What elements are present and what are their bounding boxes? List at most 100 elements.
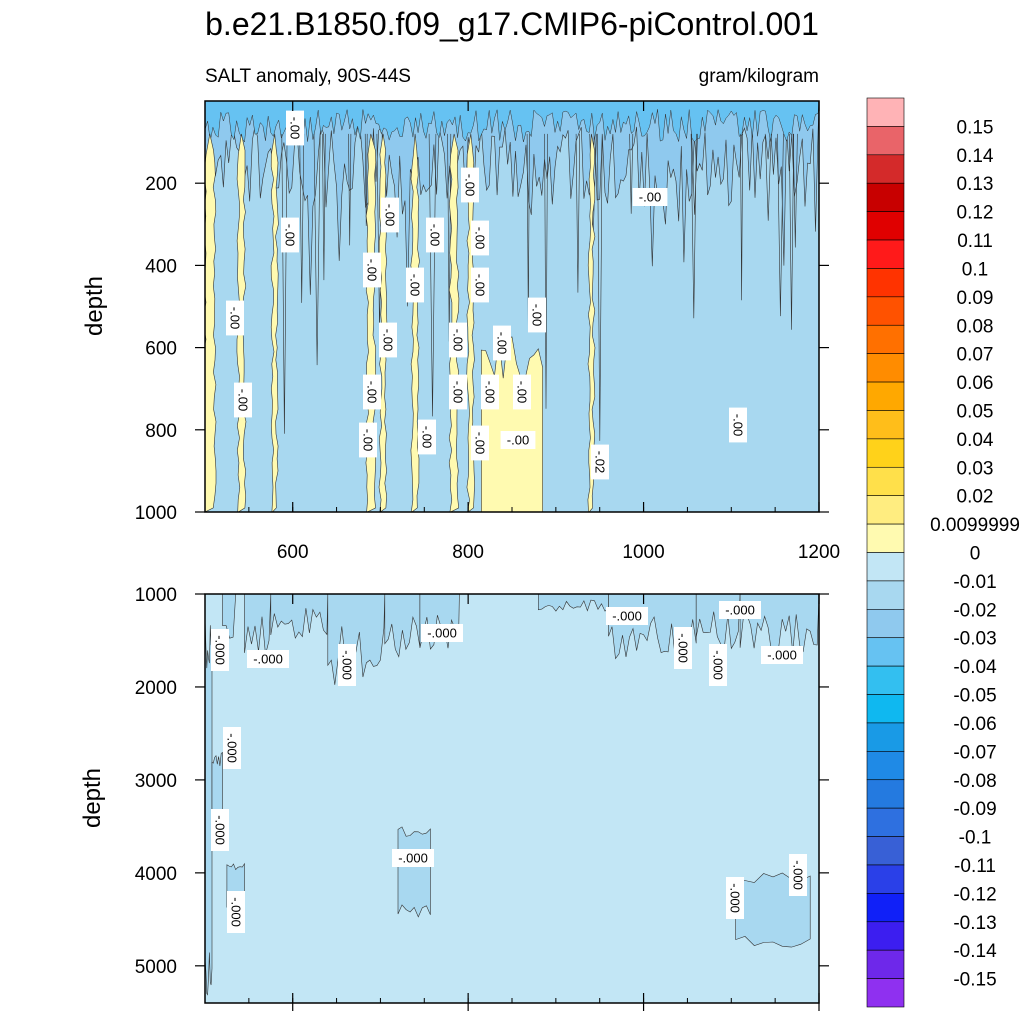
upper-contour-spike bbox=[629, 133, 634, 214]
upper-contour-label-text: -.00 bbox=[473, 227, 488, 249]
colorbar-label: 0.13 bbox=[957, 174, 994, 195]
colorbar-label: -0.09 bbox=[953, 799, 996, 820]
upper-contour-label: -.00 bbox=[286, 110, 304, 146]
upper-contour-label-bg bbox=[500, 431, 536, 449]
lower-contour-label-text: -.000 bbox=[225, 733, 240, 763]
colorbar-swatch bbox=[866, 239, 905, 269]
upper-contour-spike bbox=[322, 133, 326, 281]
colorbar-label: -0.03 bbox=[953, 629, 996, 650]
colorbar-label: 0.11 bbox=[957, 231, 993, 252]
upper-contour-label-text: -.00 bbox=[530, 304, 545, 326]
upper-ytick-label: 1000 bbox=[135, 503, 177, 524]
upper-contour-spike bbox=[544, 133, 548, 409]
upper-contour-label-bg bbox=[234, 382, 252, 418]
colorbar-swatch bbox=[866, 97, 905, 127]
upper-contour-spike bbox=[740, 133, 743, 301]
lower-contour-label-text: -.000 bbox=[728, 883, 743, 913]
upper-contour-label: -.00 bbox=[471, 220, 489, 256]
upper-positive-band bbox=[587, 133, 596, 512]
lower-contour-label-text: -.000 bbox=[676, 633, 691, 663]
lower-ytick-label: 1000 bbox=[135, 585, 177, 606]
upper-contour-label: -.00 bbox=[471, 425, 489, 461]
colorbar-swatch bbox=[866, 268, 905, 298]
upper-contour-label-text: -.00 bbox=[463, 174, 478, 196]
upper-ytick-label: 200 bbox=[145, 174, 177, 195]
upper-contour-label-text: -.00 bbox=[365, 259, 380, 281]
colorbar-swatch bbox=[866, 523, 905, 553]
colorbar-label: -0.15 bbox=[953, 970, 996, 991]
chart-title: b.e21.B1850.f09_g17.CMIP6-piControl.001 bbox=[205, 6, 819, 42]
lower-contour-label: -.000 bbox=[338, 644, 356, 686]
upper-contour-label-text: -.00 bbox=[228, 307, 243, 329]
upper-xtick-label: 800 bbox=[452, 542, 484, 563]
colorbar-swatch bbox=[866, 381, 905, 411]
upper-contour-label-text: -.00 bbox=[639, 190, 661, 205]
upper-contour-label: -.00 bbox=[632, 188, 668, 206]
colorbar-swatch bbox=[866, 949, 905, 979]
upper-contour-label: -.00 bbox=[449, 322, 467, 358]
upper-contour-label-text: -.00 bbox=[507, 433, 529, 448]
lower-contour-label-bg bbox=[606, 607, 648, 625]
colorbar-swatch bbox=[866, 211, 905, 241]
lower-contour-label-bg bbox=[211, 809, 229, 851]
colorbar-label: -0.13 bbox=[953, 913, 996, 934]
lower-contour-label: -.000 bbox=[247, 650, 289, 668]
upper-contour-spike bbox=[789, 133, 794, 330]
colorbar-swatch bbox=[866, 324, 905, 354]
upper-contour-label-bg bbox=[363, 252, 381, 288]
upper-contour-label: -.00 bbox=[418, 419, 436, 455]
upper-contour-label-text: -.00 bbox=[473, 432, 488, 454]
colorbar-swatch bbox=[866, 893, 905, 923]
lower-negative-region bbox=[384, 594, 421, 658]
lower-negative-patch bbox=[397, 826, 431, 918]
upper-contour-spike bbox=[575, 133, 580, 293]
upper-positive-band bbox=[270, 133, 279, 512]
upper-contour-label-bg bbox=[363, 374, 381, 410]
colorbar-label: 0.05 bbox=[957, 401, 994, 422]
colorbar-label: 0.07 bbox=[957, 345, 994, 366]
colorbar-label: 0.12 bbox=[957, 203, 994, 224]
colorbar-swatch bbox=[866, 466, 905, 496]
colorbar-label: -0.12 bbox=[953, 884, 996, 905]
lower-contour-label-text: -.000 bbox=[725, 603, 755, 618]
upper-positive-band bbox=[205, 133, 217, 512]
upper-panel-fill bbox=[205, 101, 819, 512]
upper-contour-label-text: -.00 bbox=[515, 381, 530, 403]
subtitle-right: gram/kilogram bbox=[699, 66, 819, 87]
colorbar-label: -0.1 bbox=[959, 828, 992, 849]
colorbar-swatch bbox=[866, 807, 905, 837]
lower-ytick-label: 5000 bbox=[135, 957, 177, 978]
upper-contour-label-bg bbox=[493, 325, 511, 361]
upper-contour-label-text: -.00 bbox=[288, 117, 303, 139]
colorbar-label: 0.03 bbox=[957, 458, 994, 479]
upper-contour-label: -.00 bbox=[513, 374, 531, 410]
upper-contour-label-bg bbox=[591, 444, 609, 480]
upper-ytick-label: 600 bbox=[145, 339, 177, 360]
upper-contour-label-bg bbox=[471, 425, 489, 461]
lower-negative-region bbox=[270, 594, 329, 639]
upper-contour-label: -.02 bbox=[591, 444, 609, 480]
upper-contour-label-bg bbox=[426, 217, 444, 253]
colorbar-label: 0.0099999 bbox=[930, 515, 1020, 536]
colorbar-label: 0.1 bbox=[962, 259, 988, 280]
subtitle-left: SALT anomaly, 90S-44S bbox=[205, 66, 411, 87]
upper-contour-label-bg bbox=[359, 422, 377, 458]
lower-contour-label-bg bbox=[789, 854, 807, 896]
upper-contour-label-text: -.00 bbox=[451, 329, 466, 351]
upper-contour-label-text: -.00 bbox=[361, 429, 376, 451]
upper-contour-label-text: -.00 bbox=[365, 381, 380, 403]
lower-contour-label-text: -.000 bbox=[612, 609, 642, 624]
colorbar-swatch bbox=[866, 978, 905, 1008]
upper-contour-label: -.00 bbox=[471, 267, 489, 303]
lower-panel-axes: 1000 2000 3000 4000 5000 bbox=[135, 585, 829, 1011]
lower-contour-label: -.000 bbox=[211, 809, 229, 851]
upper-positive-band bbox=[466, 133, 475, 512]
upper-contour-label: -.00 bbox=[363, 374, 381, 410]
upper-contour-label: -.00 bbox=[449, 374, 467, 410]
upper-contour-label-text: -.00 bbox=[283, 224, 298, 246]
lower-contour-label: -.000 bbox=[709, 644, 727, 686]
lower-contour-label-text: -.000 bbox=[213, 815, 228, 845]
colorbar-label: 0.02 bbox=[957, 487, 994, 508]
upper-contour-label-bg bbox=[406, 267, 424, 303]
